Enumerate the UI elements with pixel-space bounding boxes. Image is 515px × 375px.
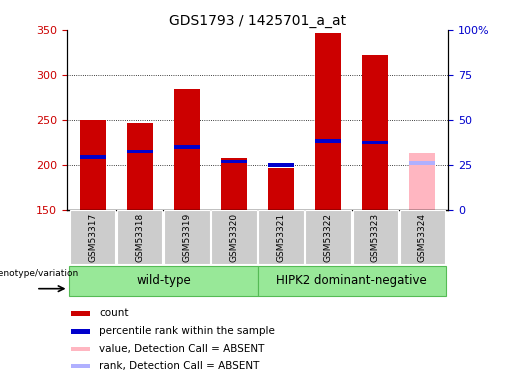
Bar	[80, 120, 106, 210]
Bar	[127, 123, 153, 210]
Bar	[174, 145, 200, 149]
Bar	[362, 141, 388, 144]
Text: GSM53321: GSM53321	[277, 213, 285, 262]
Bar	[305, 210, 351, 264]
Text: HIPK2 dominant-negative: HIPK2 dominant-negative	[276, 274, 427, 287]
Bar	[315, 139, 341, 142]
Text: wild-type: wild-type	[136, 274, 191, 287]
Bar	[362, 55, 388, 210]
Bar	[315, 33, 341, 210]
Bar	[72, 364, 90, 368]
Text: GSM53319: GSM53319	[182, 213, 192, 262]
Bar	[72, 346, 90, 351]
Bar	[70, 266, 258, 296]
Text: count: count	[99, 309, 129, 318]
Text: percentile rank within the sample: percentile rank within the sample	[99, 327, 275, 336]
Bar	[174, 88, 200, 210]
Bar	[127, 150, 153, 153]
Bar	[268, 168, 294, 210]
Bar	[259, 210, 304, 264]
Bar	[400, 210, 445, 264]
Text: rank, Detection Call = ABSENT: rank, Detection Call = ABSENT	[99, 361, 260, 371]
Title: GDS1793 / 1425701_a_at: GDS1793 / 1425701_a_at	[169, 13, 346, 28]
Text: GSM53324: GSM53324	[418, 213, 426, 262]
Bar	[80, 155, 106, 159]
Bar	[70, 210, 115, 264]
Bar	[221, 160, 247, 163]
Text: value, Detection Call = ABSENT: value, Detection Call = ABSENT	[99, 344, 265, 354]
Bar	[409, 153, 435, 210]
Bar	[221, 158, 247, 210]
Bar	[164, 210, 210, 264]
Bar	[72, 311, 90, 316]
Text: GSM53320: GSM53320	[230, 213, 238, 262]
Bar	[117, 210, 162, 264]
Text: GSM53317: GSM53317	[89, 213, 97, 262]
Text: GSM53323: GSM53323	[371, 213, 380, 262]
Text: GSM53318: GSM53318	[135, 213, 144, 262]
Bar	[409, 161, 435, 165]
Bar	[211, 210, 256, 264]
Bar	[72, 329, 90, 334]
Bar	[353, 210, 398, 264]
Bar	[268, 163, 294, 167]
Text: genotype/variation: genotype/variation	[0, 269, 79, 278]
Text: GSM53322: GSM53322	[323, 213, 333, 262]
Bar	[258, 266, 445, 296]
